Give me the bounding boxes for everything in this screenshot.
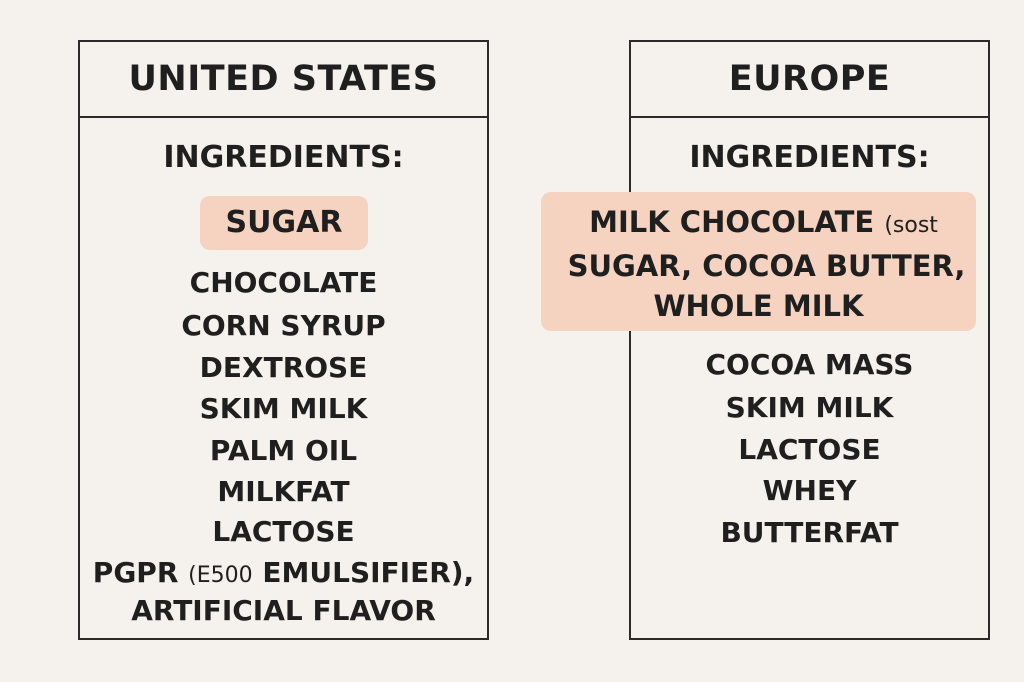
us-item: PALM OIL (209, 434, 358, 467)
eu-item: COCOA MASS (705, 348, 914, 381)
eu-highlight-line1: MILK CHOCOLATE (sost (541, 202, 976, 246)
eu-item: BUTTERFAT (720, 516, 899, 549)
eu-panel: EUROPE INGREDIENTS: COCOA MASS SKIM MILK… (629, 40, 990, 640)
eu-ingredients-label: INGREDIENTS: (689, 140, 930, 175)
us-item-pgpr: PGPR (E500 EMULSIFIER), (60, 553, 507, 596)
us-item: CHOCOLATE (189, 266, 378, 299)
eu-highlight-line3: WHOLE MILK (653, 289, 864, 323)
us-item: SKIM MILK (199, 392, 368, 425)
milk-chocolate-text: MILK CHOCOLATE (589, 205, 875, 239)
eu-highlight-line2: SUGAR, COCOA BUTTER, (567, 249, 966, 283)
eu-item: WHEY (762, 474, 857, 507)
pgpr-text: PGPR (92, 556, 179, 589)
eu-title: EUROPE (631, 42, 988, 118)
pgpr-code: (E500 (188, 563, 253, 588)
us-ingredients-label: INGREDIENTS: (163, 140, 404, 175)
us-item: DEXTROSE (199, 351, 368, 384)
us-item: CORN SYRUP (181, 309, 386, 342)
us-item: MILKFAT (217, 475, 350, 508)
us-panel: UNITED STATES INGREDIENTS: SUGAR CHOCOLA… (78, 40, 489, 640)
sost-text: (sost (884, 213, 938, 238)
us-highlight-sugar: SUGAR (200, 196, 368, 250)
eu-highlight-milk-chocolate: MILK CHOCOLATE (sost SUGAR, COCOA BUTTER… (541, 192, 976, 331)
us-item: ARTIFICIAL FLAVOR (131, 594, 436, 627)
us-title: UNITED STATES (80, 42, 487, 118)
eu-item: LACTOSE (738, 433, 881, 466)
eu-item: SKIM MILK (725, 391, 894, 424)
pgpr-emulsifier: EMULSIFIER), (262, 556, 475, 589)
us-item: LACTOSE (212, 515, 355, 548)
